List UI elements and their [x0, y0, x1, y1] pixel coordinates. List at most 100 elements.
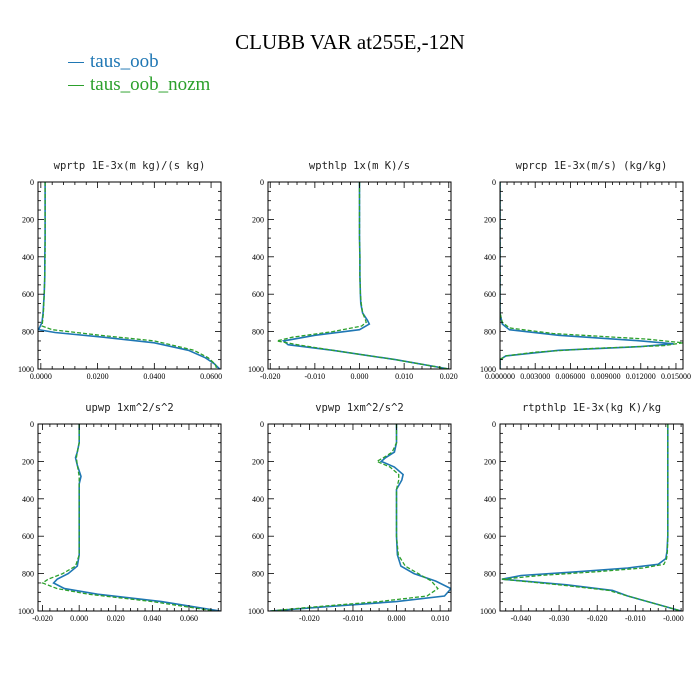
y-tick-label: 0	[30, 178, 34, 187]
y-tick-label: 600	[252, 532, 264, 541]
panel-2: wpthlp 1x(m K)/s 0 200 400 600 800 1000-0.020 -…	[248, 160, 458, 381]
panel-title: wprcp 1E-3x(m/s) (kg/kg)	[516, 160, 668, 172]
legend-item: taus_oob_nozm	[68, 73, 210, 96]
y-tick-label: 1000	[18, 607, 34, 616]
y-tick-label: 200	[484, 215, 496, 224]
x-tick-label: 0.015000	[661, 372, 691, 381]
x-tick-label: 0.000	[70, 614, 88, 623]
y-tick-label: 600	[252, 290, 264, 299]
y-tick-label: 600	[484, 532, 496, 541]
y-tick-label: 200	[22, 215, 34, 224]
figure-title: CLUBB VAR at255E,-12N	[235, 30, 465, 54]
y-tick-label: 400	[252, 253, 264, 262]
y-tick-label: 1000	[480, 365, 496, 374]
plot-frame	[37, 423, 222, 612]
x-tick-label: 0.000000	[485, 372, 515, 381]
y-tick-label: 400	[484, 495, 496, 504]
y-tick-label: 400	[484, 253, 496, 262]
y-tick-label: 400	[22, 253, 34, 262]
panel-title: wprtp 1E-3x(m kg)/(s kg)	[54, 160, 206, 172]
y-tick-label: 1000	[248, 607, 264, 616]
y-tick-label: 400	[252, 495, 264, 504]
series-line-taus-oob	[500, 182, 674, 369]
plot-frame	[267, 423, 452, 612]
series-line-taus-oob	[281, 182, 449, 369]
x-tick-label: -0.020	[32, 614, 53, 623]
panel-4: upwp 1xm^2/s^2 0 200 400 600 800 1000-0.020 0.0…	[18, 402, 222, 623]
panel-title: wpthlp 1x(m K)/s	[309, 160, 410, 172]
y-tick-label: 800	[22, 570, 34, 579]
y-tick-label: 0	[260, 178, 264, 187]
y-tick-label: 600	[22, 532, 34, 541]
x-tick-label: -0.010	[343, 614, 364, 623]
plot-frame	[499, 181, 684, 370]
panel-title: vpwp 1xm^2/s^2	[315, 402, 404, 414]
x-tick-label: 0.006000	[555, 372, 585, 381]
series-line-taus-oob	[38, 182, 221, 369]
series-line-taus-oob-nozm	[500, 182, 683, 369]
series-line-taus-oob	[52, 424, 221, 611]
x-tick-label: 0.000	[351, 372, 369, 381]
y-tick-label: 600	[22, 290, 34, 299]
x-tick-label: 0.012000	[626, 372, 656, 381]
panel-5: vpwp 1xm^2/s^2 0 200 400 600 800 1000 -0.020 -0.…	[248, 402, 452, 623]
legend: taus_oob taus_oob_nozm	[68, 50, 210, 96]
x-tick-label: 0.060	[180, 614, 198, 623]
panel-1: wprtp 1E-3x(m kg)/(s kg) 0 200 400 600 800 100…	[18, 160, 222, 381]
legend-swatch-taus-oob	[68, 62, 84, 64]
x-tick-label: 0.010	[395, 372, 413, 381]
y-tick-label: 1000	[18, 365, 34, 374]
legend-label: taus_oob	[90, 51, 159, 72]
y-tick-label: 800	[484, 328, 496, 337]
x-tick-label: 0.040	[143, 614, 161, 623]
x-tick-label: 0.0200	[87, 372, 109, 381]
y-tick-label: 800	[252, 570, 264, 579]
y-tick-label: 0	[492, 178, 496, 187]
x-tick-label: -0.020	[587, 614, 608, 623]
x-tick-label: 0.020	[440, 372, 458, 381]
y-tick-label: 0	[260, 420, 264, 429]
x-tick-label: -0.040	[511, 614, 532, 623]
y-tick-label: 1000	[248, 365, 264, 374]
x-tick-label: -0.020	[299, 614, 320, 623]
y-tick-label: 600	[484, 290, 496, 299]
y-tick-label: 400	[22, 495, 34, 504]
x-tick-label: 0.0400	[143, 372, 165, 381]
panel-3: wprcp 1E-3x(m/s) (kg/kg) 0 200 400 600 800 100…	[480, 160, 691, 381]
series-line-taus-oob	[501, 424, 682, 611]
plot-frame	[499, 423, 684, 612]
series-line-taus-oob	[270, 424, 451, 611]
series-line-taus-oob-nozm	[501, 424, 682, 611]
x-tick-label: 0.003000	[520, 372, 550, 381]
x-tick-label: 0.010	[431, 614, 449, 623]
x-tick-label: -0.000	[663, 614, 684, 623]
series-line-taus-oob-nozm	[270, 424, 439, 611]
x-tick-label: 0.000	[388, 614, 406, 623]
y-tick-label: 800	[484, 570, 496, 579]
series-line-taus-oob-nozm	[41, 424, 215, 611]
panel-title: upwp 1xm^2/s^2	[85, 402, 174, 414]
x-tick-label: -0.020	[260, 372, 281, 381]
y-tick-label: 1000	[480, 607, 496, 616]
x-tick-label: 0.0600	[200, 372, 222, 381]
legend-label: taus_oob_nozm	[90, 74, 211, 95]
x-tick-label: 0.020	[107, 614, 125, 623]
y-tick-label: 0	[30, 420, 34, 429]
y-tick-label: 200	[22, 457, 34, 466]
y-tick-label: 200	[252, 215, 264, 224]
panel-6: rtpthlp 1E-3x(kg K)/kg 0 200 400 600 800 1000 -…	[480, 402, 684, 623]
x-tick-label: 0.0000	[30, 372, 52, 381]
legend-item: taus_oob	[68, 50, 210, 73]
series-line-taus-oob-nozm	[276, 182, 449, 369]
y-tick-label: 800	[22, 328, 34, 337]
x-tick-label: -0.010	[625, 614, 646, 623]
y-tick-label: 200	[484, 457, 496, 466]
legend-swatch-taus-oob-nozm	[68, 85, 84, 87]
panel-title: rtpthlp 1E-3x(kg K)/kg	[522, 402, 661, 414]
y-tick-label: 200	[252, 457, 264, 466]
x-tick-label: 0.009000	[591, 372, 621, 381]
y-tick-label: 0	[492, 420, 496, 429]
y-tick-label: 800	[252, 328, 264, 337]
